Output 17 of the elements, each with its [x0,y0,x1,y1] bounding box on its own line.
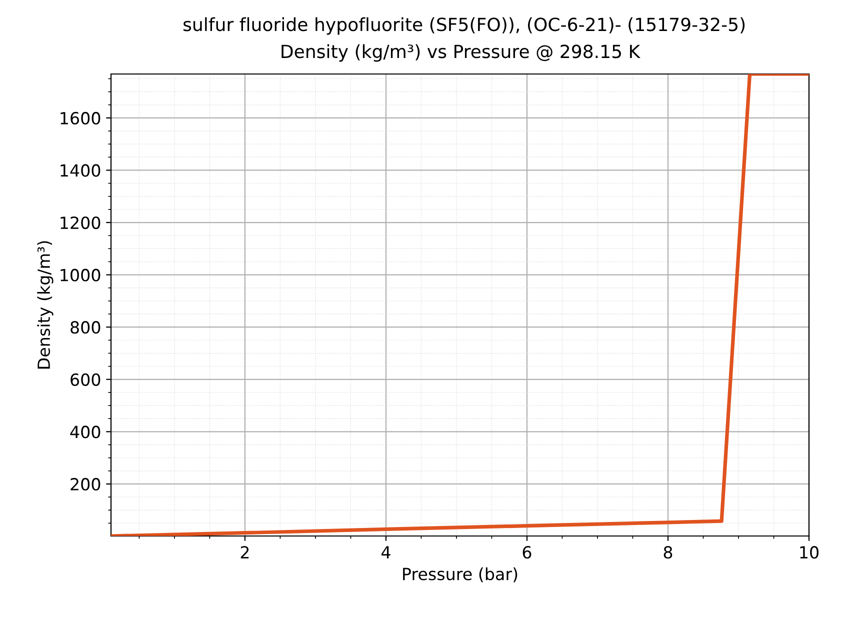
y-tick-label: 1600 [60,112,100,124]
x-tick-label: 6 [522,546,532,559]
x-axis-title: Pressure (bar) [403,567,518,582]
y-tick-label: 1200 [60,216,100,230]
y-tick-label: 200 [70,478,100,491]
x-tick-label: 8 [664,546,672,559]
y-tick-label: 800 [70,321,100,334]
x-tick-label: 2 [240,546,249,558]
chart-title: sulfur fluoride hypofluorite (SF5(FO)), (OC-6-21)- (15179-32-5) [184,17,745,35]
x-tick-label: 10 [800,546,818,559]
y-tick-label: 1400 [60,164,100,177]
y-tick-label: 400 [70,426,100,438]
y-axis-title: Density (kg/m³) [37,241,54,369]
y-tick-label: 600 [70,373,100,386]
chart-subtitle: Density (kg/m³) vs Pressure @ 298.15 K [282,44,640,62]
x-tick-label: 4 [381,546,390,558]
y-tick-label: 1000 [60,268,100,282]
